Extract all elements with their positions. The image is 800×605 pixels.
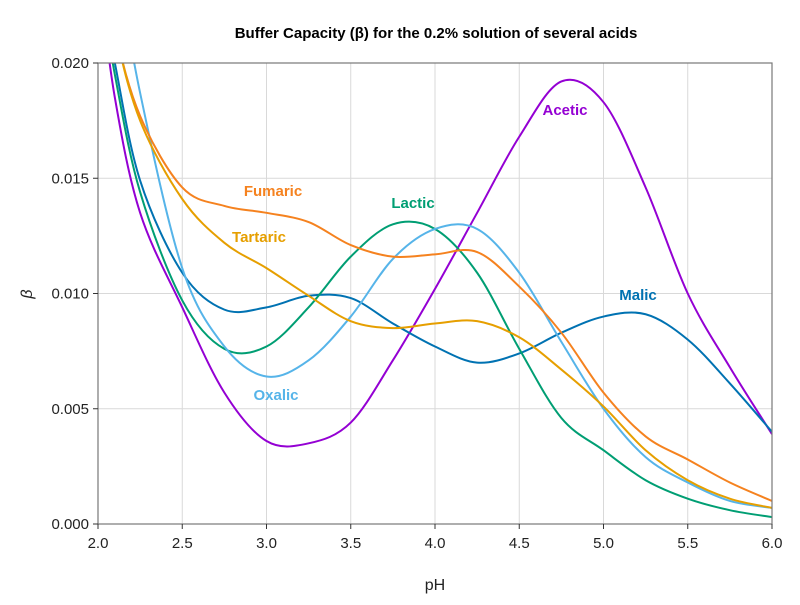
label-fumaric: Fumaric (244, 183, 302, 200)
series-line-acetic (108, 63, 772, 448)
x-tick-label: 6.0 (762, 535, 783, 552)
y-tick-label: 0.000 (51, 516, 89, 533)
series-lines (108, 63, 772, 519)
x-tick-label: 2.0 (88, 535, 109, 552)
x-tick-label: 2.5 (172, 535, 193, 552)
y-tick-label: 0.020 (51, 55, 89, 72)
y-tick-label: 0.010 (51, 286, 89, 303)
x-tick-label: 5.0 (593, 535, 614, 552)
label-acetic: Acetic (542, 102, 587, 119)
x-axis-label: pH (425, 577, 445, 594)
series-line-malic (113, 63, 772, 433)
x-tick-label: 4.0 (425, 535, 446, 552)
x-tick-label: 4.5 (509, 535, 530, 552)
series-line-oxalic (133, 63, 772, 509)
axis-ticks: 2.0 2.5 3.0 3.5 4.0 4.5 5.0 5.5 6.0 0.000 0.005 0.0… (51, 55, 782, 552)
series-labels: Acetic Malic Lactic Oxalic Fumaric Tarta… (232, 102, 657, 404)
x-tick-label: 3.0 (256, 535, 277, 552)
x-tick-label: 3.5 (340, 535, 361, 552)
series-line-lactic (111, 63, 772, 519)
y-axis-label: β (19, 289, 36, 299)
y-tick-label: 0.005 (51, 401, 89, 418)
label-lactic: Lactic (391, 195, 434, 212)
chart-title: Buffer Capacity (β) for the 0.2% solutio… (235, 25, 638, 42)
y-tick-label: 0.015 (51, 170, 89, 187)
label-malic: Malic (619, 287, 657, 304)
label-tartaric: Tartaric (232, 229, 286, 246)
series-line-tartaric (121, 63, 772, 509)
x-tick-label: 5.5 (677, 535, 698, 552)
label-oxalic: Oxalic (253, 387, 298, 404)
series-line-fumaric (121, 63, 772, 502)
